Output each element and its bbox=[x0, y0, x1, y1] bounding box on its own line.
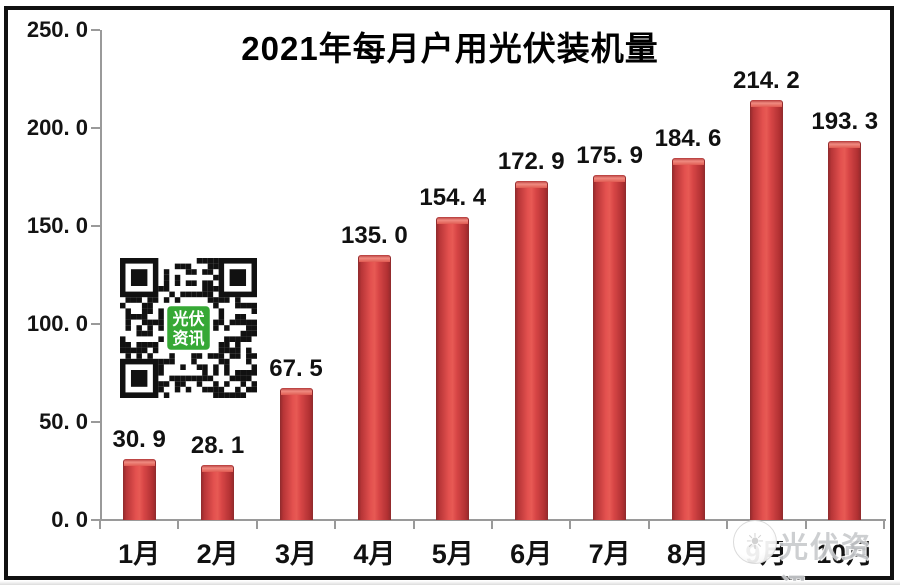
bar-5月 bbox=[436, 217, 470, 520]
x-tick-mark bbox=[804, 521, 807, 529]
x-tick-mark bbox=[99, 521, 101, 529]
bar-value-label: 175. 9 bbox=[576, 142, 643, 170]
x-tick-label: 10月 bbox=[816, 539, 874, 569]
bar-1月 bbox=[122, 459, 156, 520]
x-tick-label: 3月 bbox=[274, 539, 318, 569]
x-tick-mark bbox=[177, 521, 180, 529]
y-axis-line bbox=[100, 30, 102, 521]
x-tick-mark bbox=[255, 521, 258, 529]
x-tick-mark bbox=[726, 521, 729, 529]
y-tick-label: 150. 0 bbox=[26, 213, 88, 238]
qr-badge-text-line1: 光伏 bbox=[172, 309, 206, 328]
x-tick-label: 5月 bbox=[431, 539, 474, 569]
bar-7月 bbox=[593, 175, 627, 520]
y-tick-label: 250. 0 bbox=[26, 17, 88, 42]
y-tick-mark bbox=[91, 29, 100, 31]
x-tick-mark bbox=[491, 521, 493, 529]
bar-value-label: 184. 6 bbox=[654, 125, 722, 153]
x-tick-mark bbox=[334, 521, 337, 529]
y-tick-mark bbox=[91, 225, 100, 227]
x-tick-label: 2月 bbox=[196, 539, 239, 569]
y-tick-mark bbox=[91, 421, 100, 423]
bar-value-label: 28. 1 bbox=[190, 431, 245, 459]
x-axis-line bbox=[100, 519, 886, 521]
x-tick-label: 4月 bbox=[353, 539, 396, 569]
qr-code: 光伏 资讯 bbox=[120, 258, 257, 398]
bar-10月 bbox=[828, 141, 862, 520]
x-tick-label: 9月 bbox=[745, 539, 788, 569]
x-tick-mark bbox=[412, 521, 415, 529]
y-tick-mark bbox=[91, 127, 100, 129]
x-tick-mark bbox=[569, 521, 572, 529]
bar-6月 bbox=[514, 181, 548, 520]
bar-3月 bbox=[279, 387, 313, 520]
qr-badge-text-line2: 资讯 bbox=[173, 329, 205, 348]
bar-value-label: 135. 0 bbox=[341, 222, 408, 250]
x-tick-label: 7月 bbox=[588, 539, 631, 569]
y-tick-label: 200. 0 bbox=[26, 115, 88, 140]
x-tick-label: 8月 bbox=[666, 539, 710, 569]
x-tick-mark bbox=[883, 521, 885, 529]
qr-center-badge: 光伏 资讯 bbox=[164, 303, 213, 353]
image-edge-shadow bbox=[0, 581, 900, 585]
bar-value-label: 154. 4 bbox=[419, 184, 487, 212]
bar-8月 bbox=[671, 158, 705, 520]
x-tick-mark bbox=[647, 521, 650, 529]
x-tick-label: 1月 bbox=[118, 539, 161, 569]
bar-2月 bbox=[201, 464, 235, 520]
bar-9月 bbox=[749, 100, 783, 520]
y-tick-label: 50. 0 bbox=[39, 409, 88, 434]
bar-4月 bbox=[357, 255, 391, 520]
bar-value-label: 193. 3 bbox=[811, 108, 879, 136]
bar-value-label: 30. 9 bbox=[112, 426, 166, 454]
bar-value-label: 172. 9 bbox=[497, 148, 565, 176]
y-tick-mark bbox=[91, 519, 100, 521]
y-tick-label: 0. 0 bbox=[51, 507, 88, 532]
x-tick-label: 6月 bbox=[510, 539, 553, 569]
chart-title: 2021年每月户用光伏装机量 bbox=[241, 30, 659, 67]
bar-value-label: 67. 5 bbox=[269, 354, 323, 382]
y-tick-label: 100. 0 bbox=[26, 311, 88, 336]
y-tick-mark bbox=[91, 323, 100, 325]
bar-value-label: 214. 2 bbox=[733, 67, 800, 95]
